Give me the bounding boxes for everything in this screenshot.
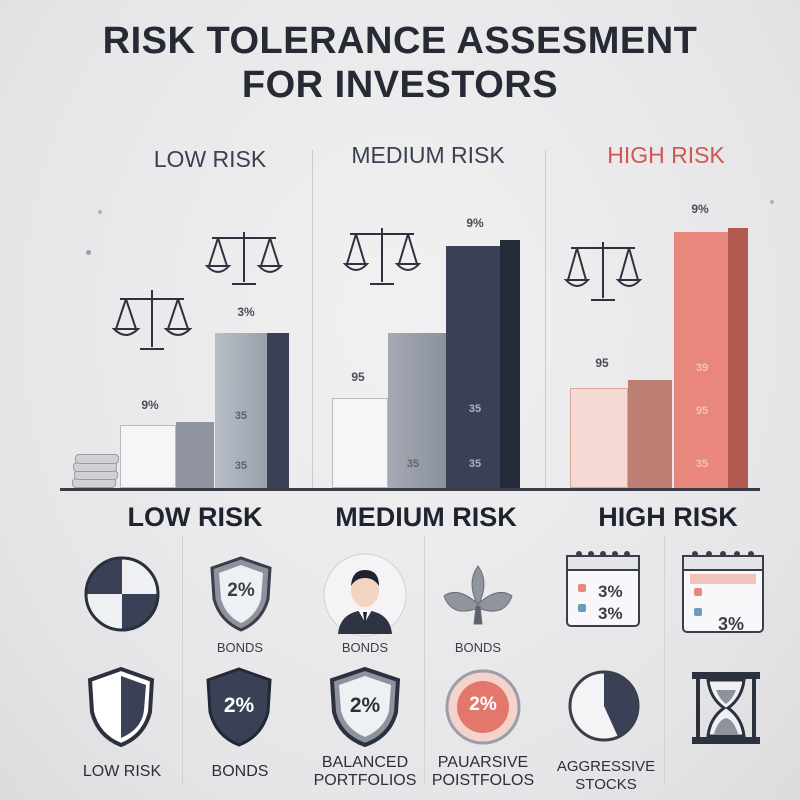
chart-baseline <box>60 488 760 491</box>
shield-icon <box>206 667 272 747</box>
chart-bar <box>628 380 672 488</box>
shield-icon <box>329 666 401 748</box>
section-header-low: LOW RISK <box>127 502 263 532</box>
dot <box>98 210 102 214</box>
bonds-label: BONDS <box>341 640 389 655</box>
chart-bar <box>176 422 214 488</box>
low-risk-label: LOW RISK <box>82 763 162 780</box>
balance-scale-icon <box>112 290 192 350</box>
shield-icon <box>210 556 272 632</box>
bar-value-label: 9% <box>691 202 709 216</box>
chart-bar <box>674 232 728 488</box>
calendar-icon <box>682 551 764 633</box>
divider-line <box>545 150 546 490</box>
chart-bar <box>388 333 446 488</box>
passive-label-line2: POISTFOLOS <box>431 772 535 789</box>
balance-scale-icon <box>342 228 422 285</box>
chart-bar <box>446 246 500 488</box>
passive-percent: 2% <box>469 694 497 715</box>
calendar-percent: 3% <box>598 604 623 623</box>
hourglass-icon <box>692 672 760 744</box>
divider-line <box>312 150 313 490</box>
chart-bar <box>332 398 388 488</box>
aggressive-label-line2: STOCKS <box>575 776 637 793</box>
balanced-label-line1: BALANCED <box>321 754 409 771</box>
bar-inner-label: 35 <box>695 458 709 470</box>
chart-bar <box>215 333 267 488</box>
page-title-line1: RISK TOLERANCE ASSESMENT <box>102 20 698 62</box>
calendar-percent: 3% <box>598 582 623 601</box>
section-header-medium: MEDIUM RISK <box>335 502 517 532</box>
pie-chart-icon <box>568 670 640 742</box>
balance-scale-icon <box>204 232 284 285</box>
aggressive-label-line1: AGGRESSIVE <box>556 758 656 775</box>
balanced-percent: 2% <box>349 694 381 717</box>
chart-bar <box>500 240 520 488</box>
divider-line <box>664 535 665 785</box>
column-header-high: HIGH RISK <box>607 142 725 168</box>
bar-inner-label: 35 <box>406 458 420 470</box>
bar-value-label: 95 <box>595 356 609 370</box>
balanced-label-line2: PORTFOLIOS <box>313 772 417 789</box>
bar-value-label: 3% <box>237 305 255 319</box>
bonds-label: BONDS <box>211 763 269 780</box>
bar-inner-label: 35 <box>468 458 482 470</box>
chart-bar <box>570 388 628 488</box>
page-title-line2: FOR INVESTORS <box>241 64 559 106</box>
bar-inner-label: 35 <box>234 460 248 472</box>
calendar-icon <box>566 551 640 627</box>
pie-quadrant-icon <box>84 556 160 632</box>
bar-inner-label: 39 <box>695 362 709 374</box>
shield-percent: 2% <box>223 694 255 717</box>
bar-value-label: 9% <box>466 216 484 230</box>
chart-bar <box>267 333 289 488</box>
badge-icon <box>445 669 521 745</box>
calendar-percent: 3% <box>718 614 745 634</box>
half-shield-icon <box>87 666 155 748</box>
section-header-high: HIGH RISK <box>598 502 738 532</box>
bar-inner-label: 95 <box>695 405 709 417</box>
investor-avatar-icon <box>323 553 407 637</box>
bar-inner-label: 35 <box>468 403 482 415</box>
bonds-label: BONDS <box>216 640 264 655</box>
passive-label-line1: PAUARSIVE <box>437 754 529 771</box>
divider-line <box>182 535 183 785</box>
bar-value-label: 95 <box>351 370 365 384</box>
bonds-label: BONDS <box>454 640 502 655</box>
chart-bar <box>120 425 176 488</box>
leaf-icon <box>443 565 513 625</box>
bar-value-label: 9% <box>141 398 159 412</box>
dot <box>770 200 774 204</box>
shield-percent: 2% <box>227 580 255 601</box>
bar-inner-label: 35 <box>234 410 248 422</box>
dot <box>86 250 91 255</box>
column-header-low: LOW RISK <box>153 146 267 172</box>
balance-scale-icon <box>563 242 643 301</box>
column-header-medium: MEDIUM RISK <box>351 142 505 168</box>
chart-bar <box>728 228 748 488</box>
divider-line <box>424 535 425 785</box>
